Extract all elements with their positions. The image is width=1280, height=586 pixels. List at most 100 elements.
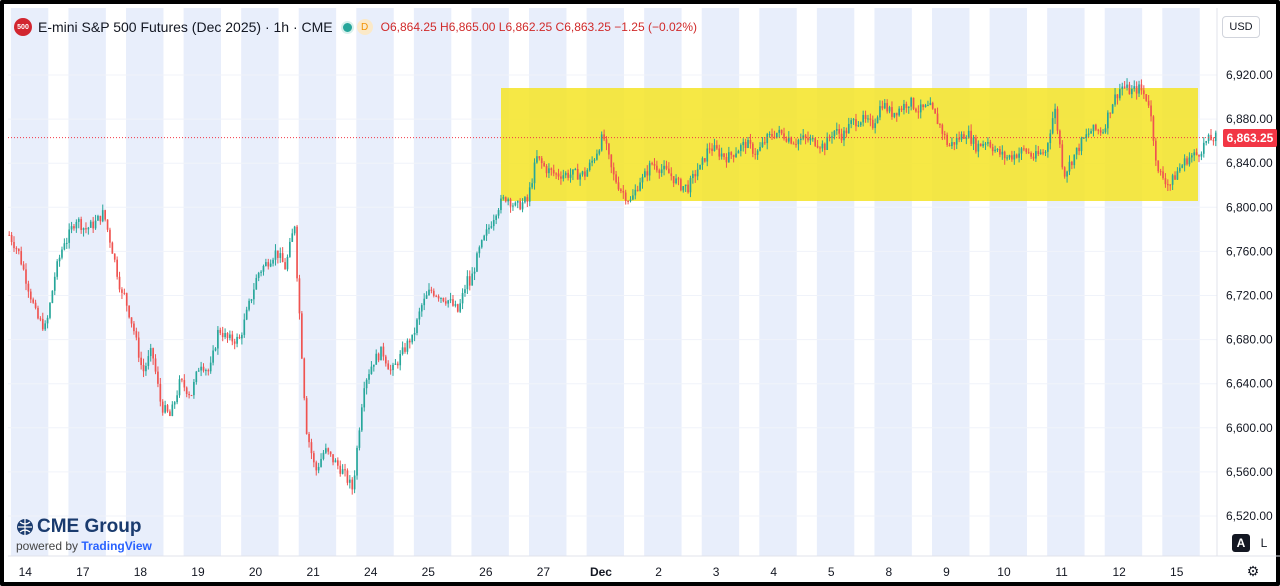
candle-up [965,138,968,140]
candle-down [442,297,445,302]
candle-up [173,402,176,405]
candle-down [346,470,349,483]
candle-up [533,162,536,184]
candle-up [910,97,912,107]
candle-down [10,234,13,242]
gear-icon[interactable]: ⚙ [1246,562,1260,579]
candle-down [670,173,673,177]
candle-down [404,347,406,352]
candle-down [989,142,992,148]
candle-up [1183,158,1186,166]
candle-up [286,256,289,270]
candle-down [545,166,548,174]
candle-down [905,103,908,109]
candle-up [833,130,836,137]
candle-up [490,226,493,228]
price-tick-label: 6,920.00 [1226,68,1273,82]
time-tick-label: 12 [1112,565,1126,579]
candle-down [795,144,797,146]
symbol-title[interactable]: E-mini S&P 500 Futures (Dec 2025) · 1h ·… [38,19,333,35]
candle-down [1212,140,1215,142]
candle-up [747,139,749,148]
delayed-data-badge[interactable]: D [356,19,373,35]
candle-down [233,341,236,344]
candle-up [401,347,404,355]
candle-up [58,257,61,262]
logo-sub-prefix: powered by [16,539,79,553]
candle-down [130,317,133,324]
candle-up [217,329,219,349]
candle-down [339,465,342,474]
candle-up [507,199,509,202]
auto-scale-button[interactable]: A [1232,534,1250,552]
candle-up [1090,131,1092,134]
currency-button[interactable]: USD [1222,16,1260,38]
candle-up [356,447,358,476]
candle-down [540,158,543,164]
cme-logo: CME Group powered by TradingView [16,516,152,553]
candle-up [372,364,375,367]
candle-up [1013,154,1016,160]
candle-up [528,187,531,202]
candle-down [142,365,145,372]
candle-up [955,137,958,145]
candle-down [946,134,948,145]
chart-canvas[interactable]: 6,920.00 6,880.00 6,840.00 6,800.00 6,760.00… [8,8,1280,586]
candle-up [478,247,481,254]
candle-down [267,262,270,267]
candle-up [1126,84,1128,88]
candle-up [274,250,277,260]
candle-down [20,251,23,265]
candle-up [1066,171,1068,177]
price-tick-label: 6,760.00 [1226,244,1273,258]
candle-up [1181,165,1184,168]
candle-down [1059,130,1061,145]
candle-down [823,143,826,150]
low-value: 6,862.25 [505,20,553,34]
candle-down [1025,148,1028,153]
candle-up [596,153,598,160]
candle-down [732,155,735,158]
high-value: 6,865.00 [448,20,496,34]
candle-up [46,317,49,324]
candle-up [245,309,248,320]
candle-up [996,149,999,151]
candle-down [816,145,819,148]
candle-down [387,363,390,370]
candle-down [665,165,668,169]
candle-up [94,220,97,229]
candle-down [154,358,157,372]
log-scale-button[interactable]: L [1260,536,1268,550]
candle-up [1102,132,1104,134]
session-band [413,8,452,556]
candle-down [1023,148,1025,150]
candle-down [754,153,757,155]
candle-down [125,293,128,306]
candle-down [430,289,433,291]
candle-down [519,200,521,210]
market-open-icon[interactable] [340,20,354,34]
candle-down [1174,175,1176,180]
candle-down [871,119,874,129]
candle-up [1001,151,1004,155]
candle-up [500,198,502,211]
candle-down [452,299,454,306]
candle-down [137,337,140,358]
candle-down [1116,94,1119,99]
candle-down [1152,116,1155,141]
candle-up [279,253,282,258]
candle-up [972,137,975,144]
range-rectangle-drawing[interactable] [501,88,1198,201]
symbol-logo-icon[interactable]: 500 [14,18,32,36]
candle-down [975,137,977,152]
session-band [298,8,337,556]
candle-up [375,353,378,365]
candle-up [994,149,996,152]
candle-down [1150,105,1152,117]
price-tick-label: 6,520.00 [1226,509,1273,523]
price-tick-label: 6,600.00 [1226,421,1273,435]
candle-down [310,442,313,454]
candle-down [1097,129,1100,131]
candle-down [408,340,411,343]
candle-down [207,370,210,372]
